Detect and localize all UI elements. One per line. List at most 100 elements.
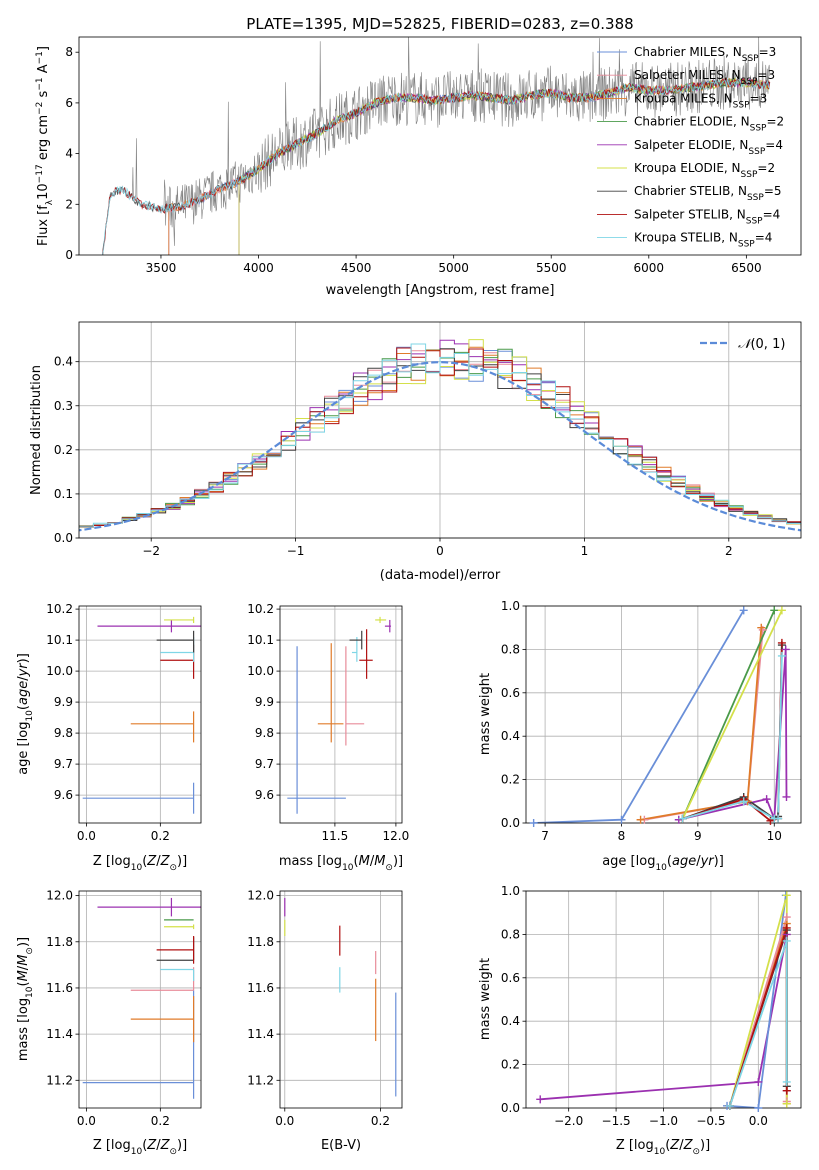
label-part: age bbox=[672, 854, 696, 869]
x-tick-label: 0.0 bbox=[77, 829, 96, 843]
y-tick-label: 11.6 bbox=[46, 981, 73, 995]
series-line-chabrier-miles bbox=[533, 609, 745, 823]
x-tick-label: 4500 bbox=[341, 261, 372, 275]
axes-frame bbox=[525, 605, 802, 824]
y-tick-label: 8 bbox=[65, 45, 73, 59]
label-part: Kroupa MILES, N bbox=[634, 91, 733, 105]
plot-area bbox=[82, 897, 201, 1099]
label-part: Chabrier STELIB, N bbox=[634, 184, 747, 198]
axes-frame bbox=[279, 605, 403, 824]
x-axis-label: wavelength [Angstrom, rest frame] bbox=[326, 283, 555, 298]
label-part: A bbox=[36, 64, 51, 77]
plot-area bbox=[284, 897, 397, 1097]
y-tick-label: 9.6 bbox=[255, 788, 274, 802]
label-part: / bbox=[156, 1138, 161, 1153]
x-axis-label: (data-model)/error bbox=[380, 568, 501, 583]
label-part: )] bbox=[16, 653, 31, 663]
point-marker bbox=[777, 651, 786, 660]
label-part: / bbox=[16, 965, 31, 970]
label-part: yr bbox=[16, 662, 31, 678]
legend-entry: Salpeter STELIB, NSSP=4 bbox=[634, 207, 780, 226]
y-tick-label: 11.8 bbox=[46, 935, 73, 949]
y-tick-label: 11.4 bbox=[247, 1027, 274, 1041]
point-marker bbox=[757, 623, 766, 632]
y-tick-label: 0.0 bbox=[54, 531, 73, 545]
label-part: 10 bbox=[25, 710, 35, 722]
y-tick-label: 12.0 bbox=[247, 889, 274, 903]
y-tick-label: 9.8 bbox=[54, 726, 73, 740]
label-part: mass [log bbox=[16, 998, 31, 1061]
histogram-kroupa-stelib bbox=[79, 343, 801, 530]
x-tick-label: 5500 bbox=[536, 261, 567, 275]
label-part: yr bbox=[700, 854, 716, 869]
label-part: SSP bbox=[747, 193, 764, 203]
label-part: (0, 1) bbox=[750, 337, 785, 352]
y-tick-label: 9.9 bbox=[255, 695, 274, 709]
y-tick-label: 0.4 bbox=[54, 355, 73, 369]
point-marker bbox=[782, 1099, 791, 1108]
x-tick-label: −1.0 bbox=[649, 1114, 678, 1128]
x-tick-label: 0.2 bbox=[151, 1114, 170, 1128]
y-tick-label: 10.2 bbox=[247, 602, 274, 616]
y-tick-label: 0.6 bbox=[501, 686, 520, 700]
label-part: SSP bbox=[738, 240, 755, 250]
label-part: SSP bbox=[741, 77, 758, 87]
label-part: λ bbox=[45, 199, 55, 205]
chart-age_vs_Z: 0.0 0.29.69.79.89.910.010.110.2Z [log10(Z… bbox=[16, 602, 202, 873]
label-part: )] bbox=[16, 937, 31, 947]
label-part: 10 bbox=[342, 863, 354, 873]
x-tick-label: 7 bbox=[541, 829, 549, 843]
label-part: SSP bbox=[742, 54, 759, 64]
y-tick-label: 0.0 bbox=[501, 816, 520, 830]
point-marker bbox=[782, 792, 791, 801]
x-tick-label: 0.0 bbox=[749, 1114, 768, 1128]
y-tick-label: 6 bbox=[65, 96, 73, 110]
plot-area bbox=[79, 339, 801, 532]
x-tick-label: 0.2 bbox=[371, 1114, 390, 1128]
series-line-salpeter-miles bbox=[644, 629, 764, 821]
axes-frame bbox=[279, 890, 403, 1109]
x-tick-label: −1.5 bbox=[602, 1114, 631, 1128]
y-tick-label: 0.1 bbox=[54, 487, 73, 501]
label-part: SSP bbox=[750, 124, 767, 134]
legend-entry: Salpeter MILES, NSSP=3 bbox=[634, 68, 775, 87]
point-marker bbox=[774, 814, 783, 823]
label-part: age bbox=[16, 681, 31, 705]
label-part: Flux [f bbox=[36, 205, 51, 246]
model-line-kroupa-stelib bbox=[102, 78, 771, 255]
point-marker bbox=[782, 1086, 791, 1095]
label-part: Z [log bbox=[616, 1138, 654, 1153]
y-tick-label: 10.0 bbox=[46, 664, 73, 678]
y-tick-label: 4 bbox=[65, 147, 73, 161]
label-part: 10 bbox=[131, 863, 143, 873]
y-tick-label: 1.0 bbox=[501, 599, 520, 613]
point-marker bbox=[782, 891, 791, 900]
y-axis-label: Normed distribution bbox=[29, 365, 44, 495]
y-tick-label: 11.4 bbox=[46, 1027, 73, 1041]
point-marker bbox=[674, 815, 683, 824]
label-part: Z bbox=[146, 854, 157, 869]
chart-age_vs_mass: 11.5 12.0 9.6 9.7 9.8 9.9 10.0 10.1 10.2 mass [lo… bbox=[247, 602, 409, 873]
label-part: 10 bbox=[36, 183, 51, 200]
point-marker bbox=[529, 819, 538, 827]
x-tick-label: −0.5 bbox=[696, 1114, 725, 1128]
normal-curve bbox=[79, 360, 801, 532]
label-part: −2 bbox=[35, 102, 45, 115]
label-part: / bbox=[370, 854, 375, 869]
x-tick-label: 11.5 bbox=[322, 829, 349, 843]
point-marker bbox=[754, 1104, 763, 1112]
legend-entry: Chabrier STELIB, NSSP=5 bbox=[634, 184, 782, 203]
x-tick-label: 12.0 bbox=[383, 829, 410, 843]
spectrum-data-line bbox=[102, 37, 771, 255]
y-tick-label: 9.7 bbox=[54, 757, 73, 771]
label-part: ⊙ bbox=[169, 863, 177, 873]
label-part: / bbox=[156, 854, 161, 869]
y-tick-label: 0.8 bbox=[501, 927, 520, 941]
y-axis-label: mass weight bbox=[478, 673, 493, 755]
label-part: mass [log bbox=[279, 854, 342, 869]
label-part: =3 bbox=[750, 91, 768, 105]
chart-mass_vs_Z: 0.0 0.211.211.411.611.812.0Z [log10(Z/Z⊙)… bbox=[16, 889, 202, 1157]
label-part: ( bbox=[354, 854, 359, 869]
series-line-kroupa-miles bbox=[640, 627, 763, 821]
